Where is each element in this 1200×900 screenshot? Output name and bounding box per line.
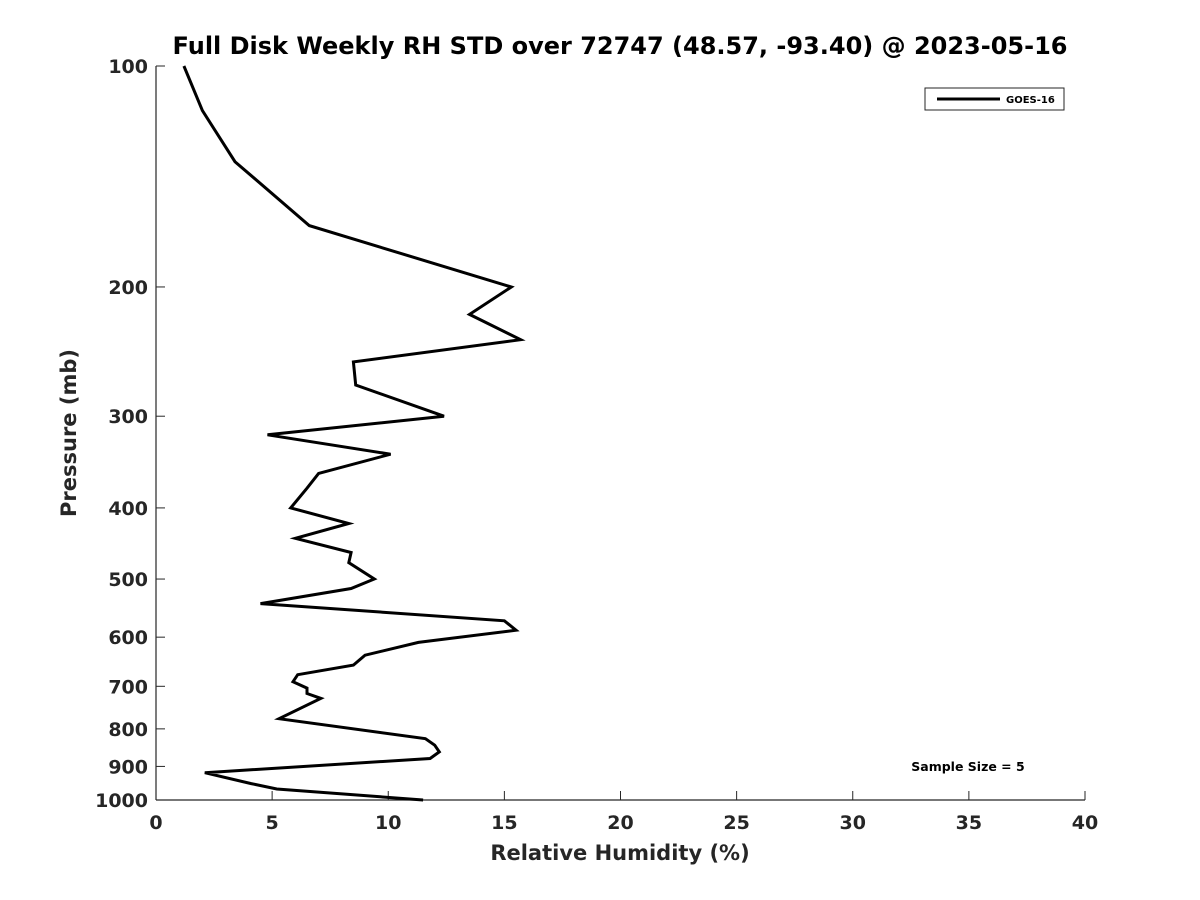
y-tick-label: 900	[108, 756, 148, 778]
sample-size-annotation: Sample Size = 5	[911, 759, 1024, 774]
x-tick-label: 20	[607, 812, 633, 834]
x-tick-label: 5	[266, 812, 279, 834]
y-tick-label: 1000	[95, 790, 148, 812]
y-tick-label: 300	[108, 406, 148, 428]
y-ticks: 100 200 300 400 500 600 700 800 900 1000	[95, 56, 165, 812]
legend: GOES-16	[924, 87, 1065, 111]
x-tick-label: 25	[723, 812, 749, 834]
y-axis-label: Pressure (mb)	[57, 349, 81, 517]
plot-axes: 0 5 10 15 20 25 30 35 40 100 200 300 400 500 600 700 80…	[95, 56, 1098, 834]
series-line-goes-16	[182, 65, 526, 802]
x-tick-label: 40	[1072, 812, 1098, 834]
legend-label-goes-16: GOES-16	[1006, 95, 1055, 106]
x-tick-label: 0	[149, 812, 162, 834]
x-tick-label: 30	[840, 812, 866, 834]
y-tick-label: 400	[108, 498, 148, 520]
x-axis-label: Relative Humidity (%)	[490, 841, 749, 865]
y-tick-label: 600	[108, 627, 148, 649]
y-tick-label: 500	[108, 569, 148, 591]
x-tick-label: 10	[375, 812, 401, 834]
x-tick-label: 15	[491, 812, 517, 834]
chart-title: Full Disk Weekly RH STD over 72747 (48.5…	[173, 32, 1068, 60]
y-tick-label: 800	[108, 719, 148, 741]
y-tick-label: 100	[108, 56, 148, 78]
x-tick-label: 35	[956, 812, 982, 834]
y-tick-label: 200	[108, 277, 148, 299]
y-tick-label: 700	[108, 676, 148, 698]
x-ticks: 0 5 10 15 20 25 30 35 40	[149, 791, 1098, 834]
